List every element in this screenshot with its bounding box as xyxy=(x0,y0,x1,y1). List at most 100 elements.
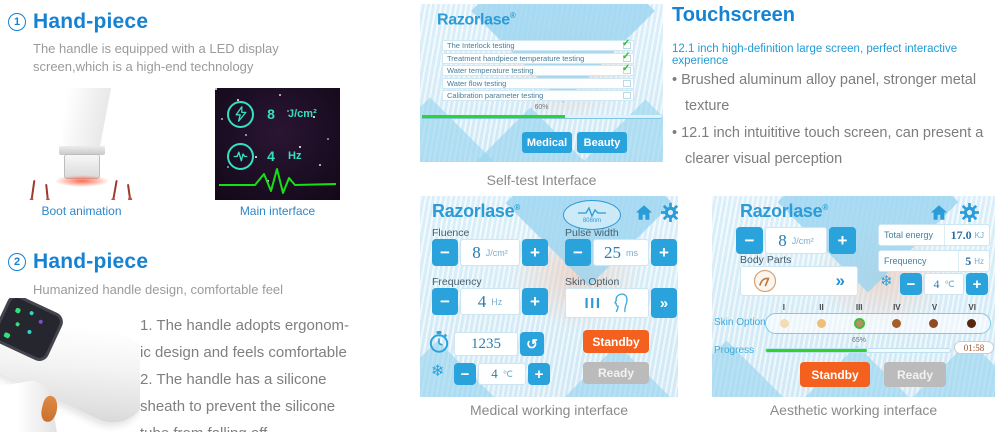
display-dot xyxy=(3,331,11,339)
hair-decoration xyxy=(112,179,118,200)
ready-button[interactable]: Ready xyxy=(583,362,649,384)
fluence-value: 8 xyxy=(267,106,275,122)
progress-bar xyxy=(765,348,951,353)
timer-value: 1235 xyxy=(471,335,501,352)
laser-glow-decoration xyxy=(54,175,110,187)
progress-percent: 65% xyxy=(852,337,867,344)
section1-number-badge: 1 xyxy=(8,13,26,31)
check-icon: ✓ xyxy=(622,38,631,49)
frequency-unit: Hz xyxy=(491,296,503,307)
medical-caption: Medical working interface xyxy=(470,402,628,418)
skin-scale-pill xyxy=(765,313,991,334)
medical-button[interactable]: Medical xyxy=(522,132,572,153)
checkbox[interactable] xyxy=(623,79,631,87)
aesthetic-caption: Aesthetic working interface xyxy=(769,402,938,418)
frequency-plus-button[interactable]: + xyxy=(522,288,548,315)
skin-option-selector[interactable]: III xyxy=(565,288,649,318)
body-parts-selector[interactable]: » xyxy=(740,266,858,296)
frequency-box: Frequency 5 Hz xyxy=(878,250,990,272)
cooling-plus-button[interactable]: + xyxy=(966,273,988,295)
pulse-plus-button[interactable]: + xyxy=(651,239,677,266)
selftest-progress-fill xyxy=(422,115,566,118)
check-row: Water flow testing xyxy=(442,77,634,89)
home-icon[interactable] xyxy=(635,204,653,221)
frequency-readout: 4 Hz xyxy=(227,142,337,170)
gear-icon[interactable] xyxy=(661,203,678,222)
cooling-minus-button[interactable]: − xyxy=(454,363,476,385)
touchscreen-bullet: • Brushed aluminum alloy panel, stronger… xyxy=(672,72,977,114)
body-parts-next-chevrons: » xyxy=(835,271,845,290)
beauty-button[interactable]: Beauty xyxy=(577,132,627,153)
ready-button[interactable]: Ready xyxy=(884,362,946,387)
frequency-minus-button[interactable]: − xyxy=(432,288,458,315)
skin-dot[interactable] xyxy=(817,319,827,328)
frequency-unit: Hz xyxy=(288,150,302,162)
device-body-illustration xyxy=(51,88,113,148)
fluence-unit: J/cm² xyxy=(791,235,814,246)
fluence-minus-button[interactable]: − xyxy=(736,227,763,254)
skin-dot[interactable] xyxy=(780,319,790,328)
display-dot xyxy=(38,319,44,325)
skin-numeral: I xyxy=(782,303,785,312)
fluence-value-box: 8 J/cm² xyxy=(460,239,520,266)
section1-title: Hand-piece xyxy=(33,10,149,33)
fluence-plus-button[interactable]: + xyxy=(522,239,548,266)
section2-description: Humanized handle design, comfortable fee… xyxy=(33,282,284,297)
check-icon: ✓ xyxy=(622,63,631,75)
timer-reset-button[interactable]: ↺ xyxy=(520,332,544,356)
section1-header: 1 Hand-piece xyxy=(8,10,148,34)
gear-icon[interactable] xyxy=(960,203,979,222)
pulse-width-label: Pulse width xyxy=(565,227,619,239)
wavelength-label: 808nm xyxy=(582,218,602,224)
skin-scale-numerals: I II III IV V VI xyxy=(765,303,991,312)
skin-dot-selected[interactable] xyxy=(853,318,865,329)
checkbox[interactable]: ✓ xyxy=(622,63,631,75)
pulse-value-box: 25 ms xyxy=(593,239,649,266)
touchscreen-title: Touchscreen xyxy=(672,4,795,26)
fluence-plus-button[interactable]: + xyxy=(829,227,856,254)
checkbox[interactable]: ✓ xyxy=(622,38,631,49)
skin-dot[interactable] xyxy=(966,319,976,328)
check-row: Water temperature testing ✓ xyxy=(442,63,634,77)
check-row: The Interlock testing ✓ xyxy=(442,38,634,51)
total-energy-unit: KJ xyxy=(974,230,984,240)
frequency-value: 5 xyxy=(965,253,972,268)
stars-decoration xyxy=(215,88,217,90)
hair-decoration xyxy=(126,183,132,200)
skin-option-next-button[interactable]: » xyxy=(651,288,677,318)
checkbox[interactable] xyxy=(623,92,631,100)
razorlase-logo: Razorlase® xyxy=(437,11,516,29)
skin-dot[interactable] xyxy=(892,319,902,328)
check-icon: ✓ xyxy=(622,50,631,62)
skin-dot[interactable] xyxy=(929,319,939,328)
logo-text: Razorlase xyxy=(740,201,823,221)
touchscreen-bullets: • Brushed aluminum alloy panel, stronger… xyxy=(672,67,994,173)
check-label: Water flow testing xyxy=(447,78,507,88)
checkbox[interactable]: ✓ xyxy=(622,51,631,62)
display-dot xyxy=(28,310,35,316)
fluence-minus-button[interactable]: − xyxy=(432,239,458,266)
home-icon[interactable] xyxy=(930,204,948,221)
standby-button[interactable]: Standby xyxy=(583,330,649,353)
selftest-checklist: The Interlock testing ✓ Treatment handpi… xyxy=(442,38,634,103)
fluence-value-box: 8 J/cm² xyxy=(765,227,827,254)
pulse-unit: ms xyxy=(626,247,638,258)
skin-option-value: III xyxy=(584,294,602,312)
display-dot xyxy=(14,321,21,327)
display-dot xyxy=(26,329,33,335)
cooling-minus-button[interactable]: − xyxy=(900,273,922,295)
cooling-unit: ℃ xyxy=(944,278,955,289)
skin-numeral: V xyxy=(931,303,938,312)
registered-mark: ® xyxy=(822,203,828,212)
check-row: Calibration parameter testing xyxy=(442,90,634,102)
frequency-label: Frequency xyxy=(432,276,482,288)
section2-header: 2 Hand-piece xyxy=(8,250,148,274)
cooling-plus-button[interactable]: + xyxy=(528,363,550,385)
selftest-progress-percent: 60% xyxy=(534,104,549,111)
pulse-minus-button[interactable]: − xyxy=(565,239,591,266)
cooling-value: 4 xyxy=(491,366,498,381)
registered-mark: ® xyxy=(509,11,516,20)
wavelength-badge: 808nm xyxy=(563,200,621,230)
skin-numeral: II xyxy=(819,303,824,312)
standby-button[interactable]: Standby xyxy=(800,362,870,387)
